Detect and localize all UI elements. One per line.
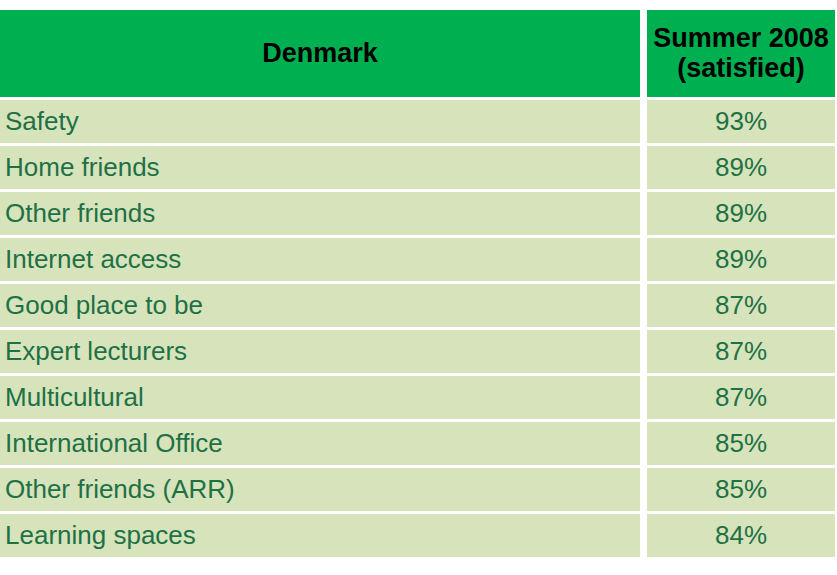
row-label-safety: Safety (0, 100, 640, 143)
row-label-international-office: International Office (0, 422, 640, 465)
row-value-expert-lecturers: 87% (647, 330, 835, 373)
column-header-summer-2008-label: Summer 2008 (satisfied) (653, 24, 829, 83)
row-label-good-place-to-be: Good place to be (0, 284, 640, 327)
row-label-expert-lecturers: Expert lecturers (0, 330, 640, 373)
row-value-good-place-to-be: 87% (647, 284, 835, 327)
column-header-denmark: Denmark (0, 10, 640, 97)
row-value-other-friends-arr: 85% (647, 468, 835, 511)
row-label-other-friends-arr: Other friends (ARR) (0, 468, 640, 511)
row-value-safety: 93% (647, 100, 835, 143)
row-value-learning-spaces: 84% (647, 514, 835, 557)
satisfaction-table-slide: Denmark Summer 2008 (satisfied) Safety 9… (0, 0, 837, 575)
satisfaction-table: Denmark Summer 2008 (satisfied) Safety 9… (0, 10, 835, 557)
row-label-other-friends: Other friends (0, 192, 640, 235)
row-value-home-friends: 89% (647, 146, 835, 189)
row-label-multicultural: Multicultural (0, 376, 640, 419)
row-value-internet-access: 89% (647, 238, 835, 281)
row-label-learning-spaces: Learning spaces (0, 514, 640, 557)
row-value-other-friends: 89% (647, 192, 835, 235)
row-label-internet-access: Internet access (0, 238, 640, 281)
column-header-denmark-label: Denmark (262, 39, 378, 69)
column-header-summer-2008: Summer 2008 (satisfied) (647, 10, 835, 97)
row-value-international-office: 85% (647, 422, 835, 465)
row-value-multicultural: 87% (647, 376, 835, 419)
row-label-home-friends: Home friends (0, 146, 640, 189)
